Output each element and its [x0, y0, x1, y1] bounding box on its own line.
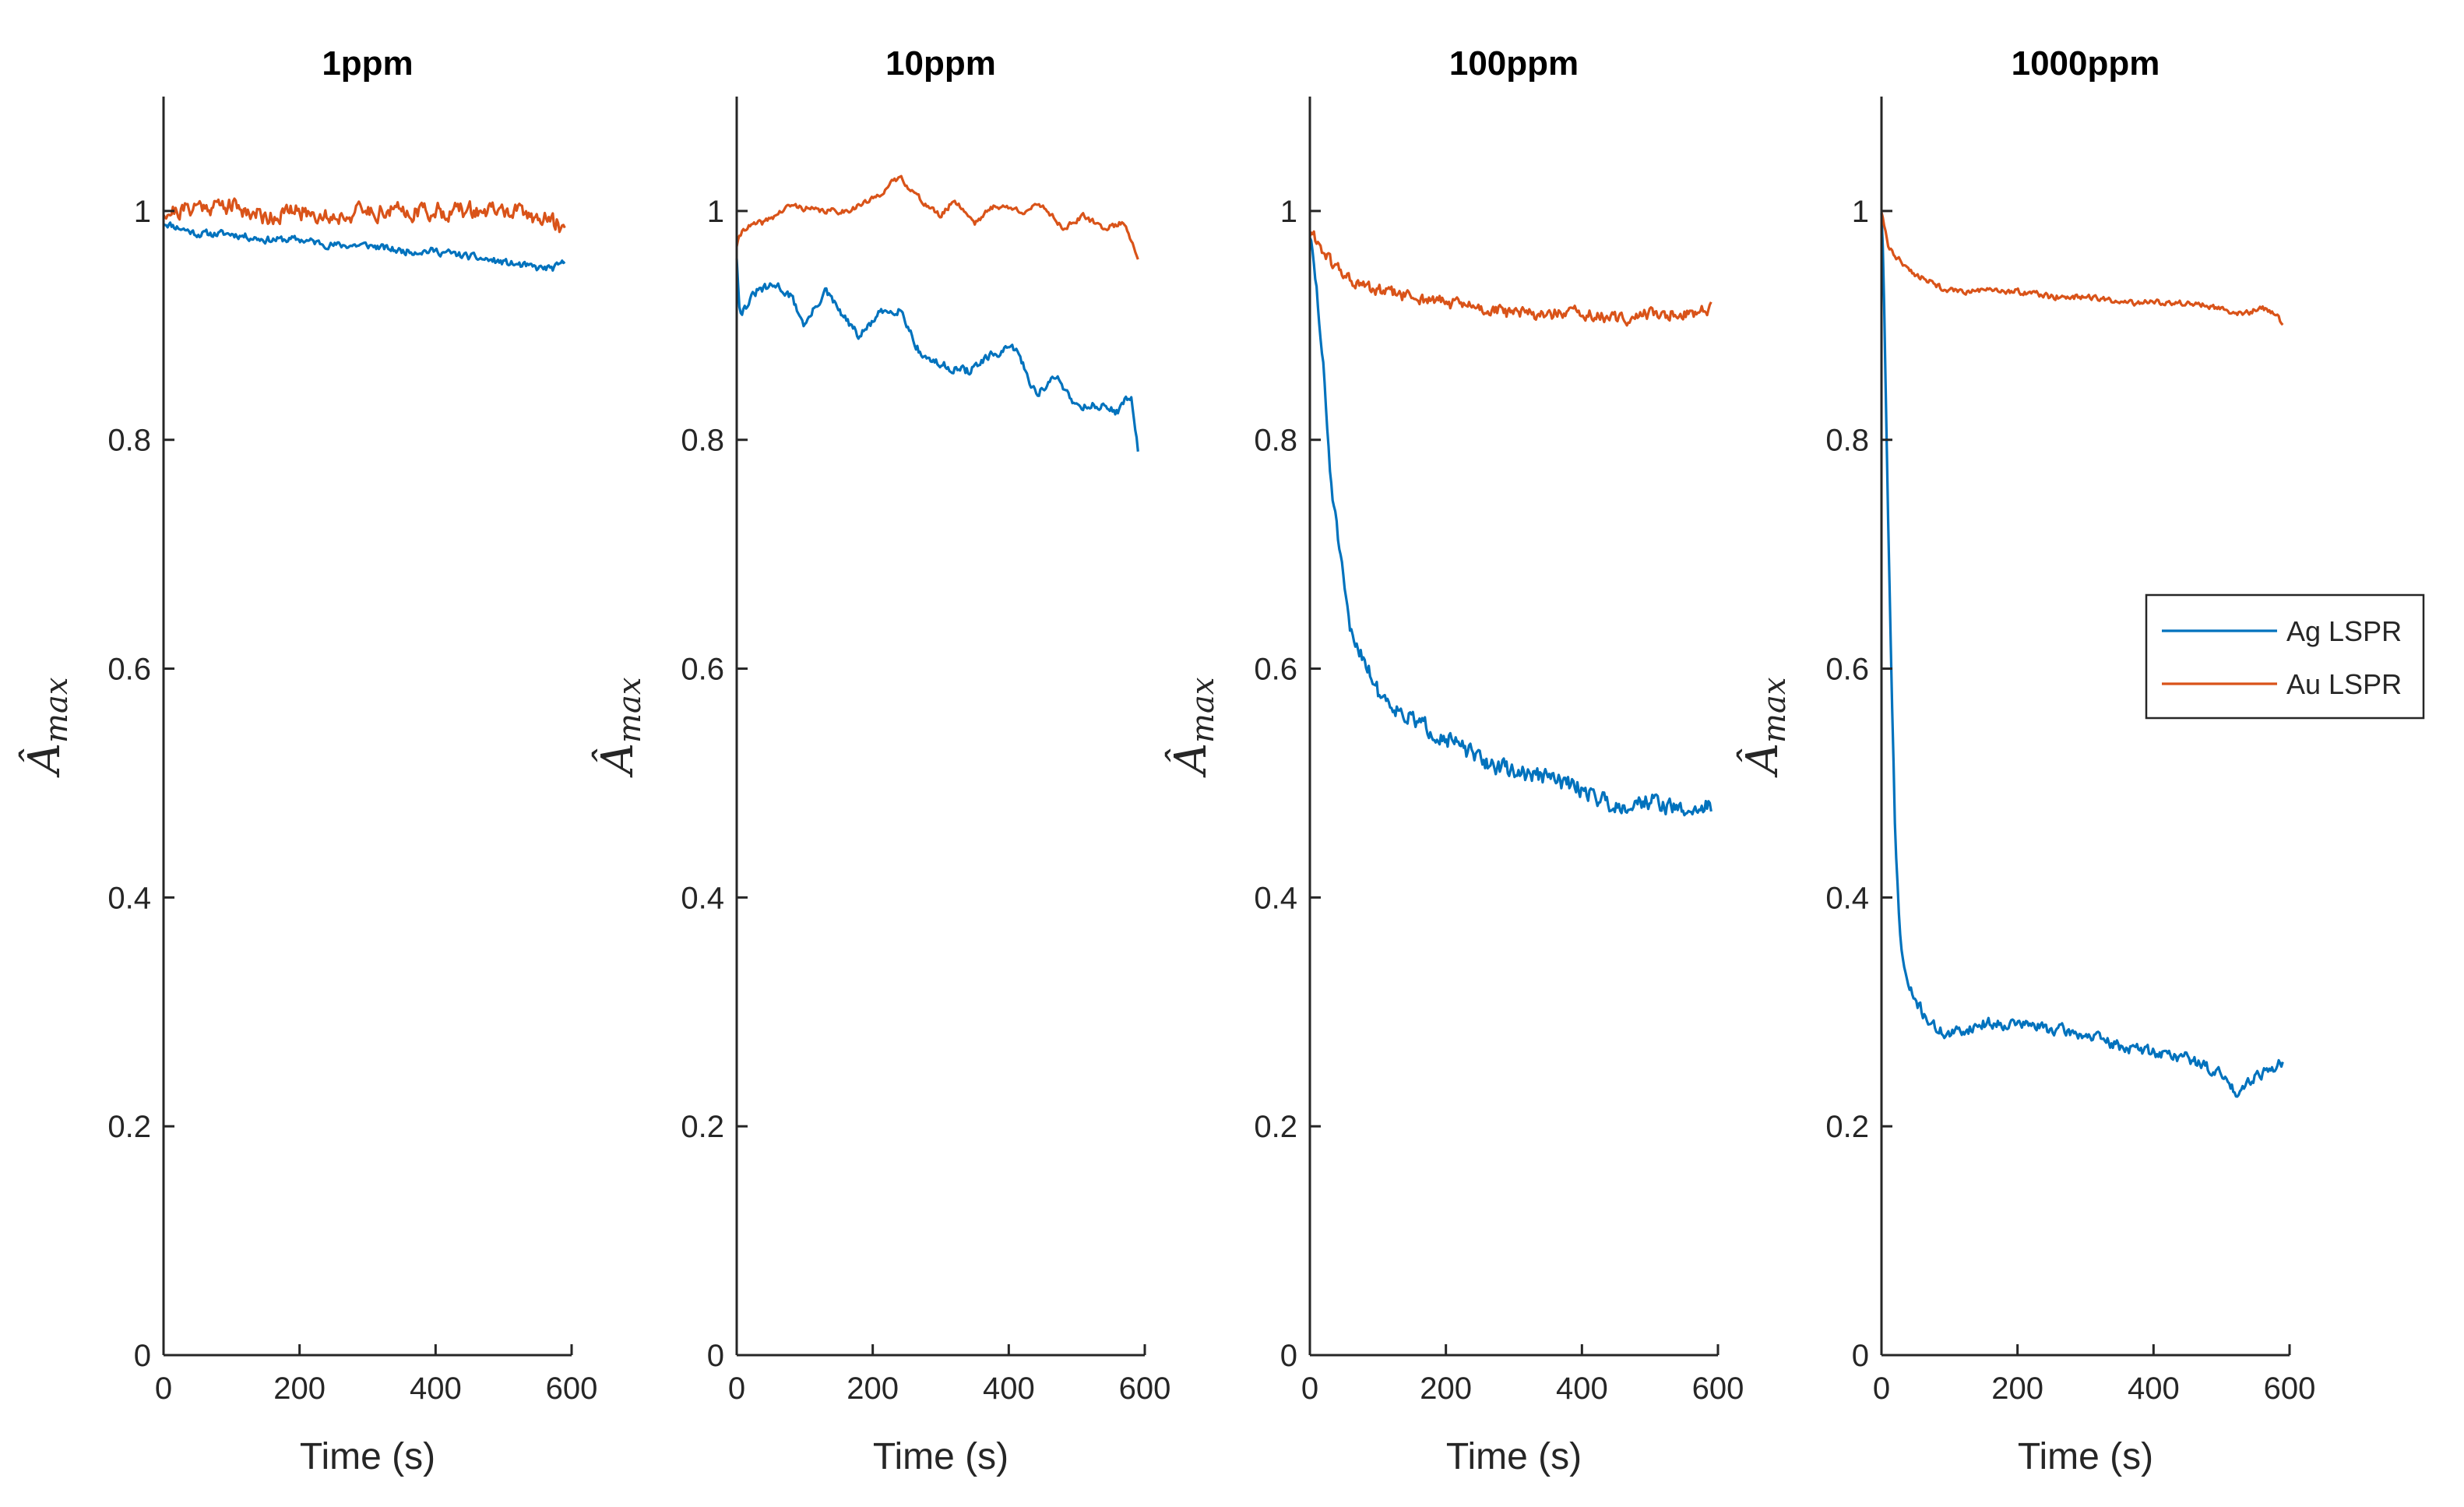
panel-title: 100ppm	[1449, 44, 1579, 83]
y-axis-label: Âmax	[1165, 678, 1221, 779]
panel-10ppm: 10ppm 0 200 400 600 0 0.2 0.4 0.6 0.8 1 Time (s) Âma…	[592, 44, 1170, 1477]
y-axis-label-main: Â	[592, 743, 643, 778]
x-tick-label: 600	[1119, 1371, 1171, 1406]
y-tick-label: 0	[134, 1339, 151, 1373]
y-axis-label-main: Â	[1165, 743, 1216, 778]
series-line-ag-lspr	[735, 259, 1139, 452]
panel-1ppm: 1ppm 0 200 400 600 0 0.2 0.4 0.6 0.8 1 Time (s) Âmax	[19, 44, 597, 1477]
y-tick-label: 0.6	[681, 653, 724, 687]
x-tick-label: 600	[1692, 1371, 1744, 1406]
y-axis-label-main: Â	[1737, 743, 1788, 778]
y-tick-label: 0.8	[1254, 424, 1297, 458]
y-tick-label: 0	[1280, 1339, 1297, 1373]
y-axis-label-subscript: max	[1185, 678, 1221, 743]
y-tick-label: 0.4	[107, 881, 151, 915]
series-line-au-lspr	[1308, 230, 1712, 327]
y-axis-label-subscript: max	[39, 678, 75, 743]
y-tick-label: 0.8	[107, 424, 151, 458]
x-tick-label: 0	[1301, 1371, 1318, 1406]
y-tick-label: 0.2	[107, 1110, 151, 1144]
x-tick-label: 0	[728, 1371, 745, 1406]
x-tick-label: 400	[410, 1371, 462, 1406]
y-tick-label: 0.6	[1254, 653, 1297, 687]
legend-label: Ag LSPR	[2286, 615, 2402, 647]
y-tick-label: 0.2	[1825, 1110, 1869, 1144]
y-tick-label: 0.8	[1825, 424, 1869, 458]
y-axis-label: Âmax	[19, 678, 75, 779]
series-line-au-lspr	[162, 197, 566, 234]
legend-label: Au LSPR	[2286, 668, 2402, 700]
series-line-ag-lspr	[1880, 213, 2284, 1098]
y-tick-label: 1	[707, 195, 724, 229]
y-tick-label: 0.4	[681, 881, 724, 915]
y-axis-label-subscript: max	[612, 678, 648, 743]
y-axis-label-subscript: max	[1757, 678, 1793, 743]
y-tick-label: 0.2	[681, 1110, 724, 1144]
x-axis-label: Time (s)	[2018, 1436, 2153, 1477]
x-tick-label: 200	[847, 1371, 899, 1406]
y-tick-label: 1	[1280, 195, 1297, 229]
x-tick-label: 600	[546, 1371, 598, 1406]
panel-title: 10ppm	[885, 44, 996, 83]
series-line-au-lspr	[735, 174, 1139, 260]
x-tick-label: 600	[2264, 1371, 2316, 1406]
y-tick-label: 0.6	[107, 653, 151, 687]
y-axis-label: Âmax	[592, 678, 648, 779]
y-tick-label: 0	[1852, 1339, 1869, 1373]
x-tick-label: 400	[983, 1371, 1035, 1406]
x-tick-label: 200	[1420, 1371, 1472, 1406]
legend-box	[2145, 593, 2425, 720]
y-tick-label: 0.4	[1254, 881, 1297, 915]
y-tick-label: 0.4	[1825, 881, 1869, 915]
x-tick-label: 0	[1873, 1371, 1890, 1406]
panel-100ppm: 100ppm 0 200 400 600 0 0.2 0.4 0.6 0.8 1 Time (s) Âm…	[1165, 44, 1744, 1477]
y-tick-label: 1	[134, 195, 151, 229]
y-axis-label-main: Â	[19, 743, 70, 778]
x-tick-label: 200	[1991, 1371, 2043, 1406]
series-line-ag-lspr	[163, 221, 566, 272]
y-axis-label: Âmax	[1737, 678, 1793, 779]
y-tick-label: 0	[707, 1339, 724, 1373]
x-axis-label: Time (s)	[873, 1436, 1008, 1477]
y-tick-label: 0.6	[1825, 653, 1869, 687]
x-tick-label: 200	[273, 1371, 326, 1406]
x-axis-label: Time (s)	[1446, 1436, 1582, 1477]
legend: Ag LSPR Au LSPR	[2145, 593, 2425, 720]
x-axis-label: Time (s)	[300, 1436, 435, 1477]
series-line-ag-lspr	[1308, 237, 1712, 817]
y-tick-label: 0.8	[681, 424, 724, 458]
x-tick-label: 400	[1556, 1371, 1608, 1406]
panel-1000ppm: 1000ppm 0 200 400 600 0 0.2 0.4 0.6 0.8 1 Time (s) Â…	[1737, 44, 2425, 1477]
y-tick-label: 1	[1852, 195, 1869, 229]
panel-title: 1000ppm	[2012, 44, 2160, 83]
y-tick-label: 0.2	[1254, 1110, 1297, 1144]
series-line-au-lspr	[1880, 212, 2284, 326]
x-tick-label: 400	[2128, 1371, 2180, 1406]
panel-title: 1ppm	[322, 44, 413, 83]
x-tick-label: 0	[155, 1371, 172, 1406]
